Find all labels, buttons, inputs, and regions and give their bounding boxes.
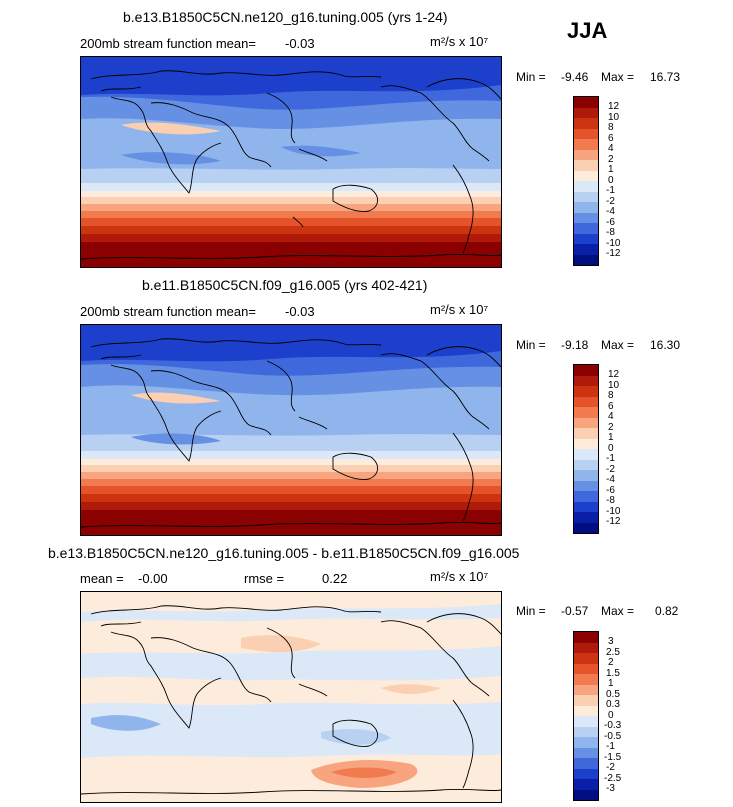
panel-1-colorbar-label: 4 — [608, 143, 614, 154]
panel-1-colorbar-label: 0 — [608, 175, 614, 186]
panel-2-colorbar-label: 12 — [608, 369, 620, 380]
panel-2-colorbar-label: 4 — [608, 411, 614, 422]
panel-2-units: m²/s x 10⁷ — [430, 302, 489, 317]
panel-2-max-label: Max = — [601, 338, 635, 352]
panel-1-colorbar-label: -4 — [606, 206, 615, 217]
panel-1-colorbar-label: -6 — [606, 217, 615, 228]
panel-3-colorbar-label: 1 — [608, 678, 614, 689]
panel-2-min-value: -9.18 — [561, 338, 589, 352]
panel-1-map — [80, 56, 502, 268]
panel-1-field-label: 200mb stream function mean= — [80, 36, 256, 51]
panel-1-colorbar-label: 10 — [608, 112, 620, 123]
panel-3-colorbar-label: -2.5 — [604, 773, 622, 784]
panel-2-colorbar-label: -8 — [606, 495, 615, 506]
panel-3-colorbar-label: 0.5 — [606, 689, 620, 700]
panel-3-colorbar-label: -3 — [606, 783, 615, 794]
panel-2-field-label: 200mb stream function mean= — [80, 304, 256, 319]
panel-3-mean-label: mean = — [80, 571, 124, 586]
panel-3-colorbar-label: 1.5 — [606, 668, 620, 679]
panel-3-colorbar-label: -2 — [606, 762, 615, 773]
panel-3-colorbar — [573, 631, 599, 801]
panel-3-rmse-value: 0.22 — [322, 571, 348, 586]
panel-1-min-label: Min = — [516, 70, 546, 84]
panel-1-colorbar-label: 1 — [608, 164, 614, 175]
panel-3-min-value: -0.57 — [561, 604, 589, 618]
panel-3-colorbar-label: -1.5 — [604, 752, 622, 763]
panel-2-colorbar-label: -4 — [606, 474, 615, 485]
panel-3-max-value: 0.82 — [655, 604, 679, 618]
panel-1-colorbar-label: -10 — [606, 238, 621, 249]
panel-2-colorbar-label: 1 — [608, 432, 614, 443]
panel-1-colorbar-label: 2 — [608, 154, 614, 165]
panel-2-mean-value: -0.03 — [285, 304, 315, 319]
panel-2-min-label: Min = — [516, 338, 546, 352]
panel-2-colorbar-label: 10 — [608, 380, 620, 391]
panel-3-max-label: Max = — [601, 604, 635, 618]
panel-3-colorbar-label: -1 — [606, 741, 615, 752]
panel-2-colorbar-label: 2 — [608, 422, 614, 433]
panel-2-max-value: 16.30 — [650, 338, 681, 352]
panel-1-colorbar-label: 12 — [608, 101, 620, 112]
panel-2-colorbar-label: 8 — [608, 390, 614, 401]
panel-2-map-canvas — [81, 325, 501, 535]
panel-3-colorbar-label: -0.3 — [604, 720, 622, 731]
panel-1-colorbar-label: 6 — [608, 133, 614, 144]
panel-1-map-canvas — [81, 57, 501, 267]
panel-1-colorbar-label: 8 — [608, 122, 614, 133]
panel-1-colorbar — [573, 96, 599, 266]
panel-3-colorbar-label: 2 — [608, 657, 614, 668]
panel-2-title: b.e11.B1850C5CN.f09_g16.005 (yrs 402-421… — [142, 277, 428, 293]
panel-3-colorbar-label: -0.5 — [604, 731, 622, 742]
panel-2-colorbar-label: -10 — [606, 506, 621, 517]
panel-1-max-label: Max = — [601, 70, 635, 84]
panel-2-map — [80, 324, 502, 536]
season-label: JJA — [567, 18, 608, 43]
panel-3-colorbar-label: 3 — [608, 636, 614, 647]
panel-3-colorbar-label: 0.3 — [606, 699, 620, 710]
panel-1-max-value: 16.73 — [650, 70, 681, 84]
panel-1-colorbar-label: -2 — [606, 196, 615, 207]
panel-3-map-canvas — [81, 592, 501, 802]
panel-1-colorbar-label: -12 — [606, 248, 621, 259]
panel-3-colorbar-label: 2.5 — [606, 647, 620, 658]
panel-3-map — [80, 591, 502, 803]
panel-2-colorbar-label: -2 — [606, 464, 615, 475]
panel-3-rmse-label: rmse = — [244, 571, 285, 586]
panel-1-units: m²/s x 10⁷ — [430, 34, 489, 49]
panel-3-title: b.e13.B1850C5CN.ne120_g16.tuning.005 - b… — [48, 545, 520, 561]
panel-2-colorbar-label: -6 — [606, 485, 615, 496]
panel-3-colorbar-label: 0 — [608, 710, 614, 721]
panel-2-colorbar — [573, 364, 599, 534]
panel-3-min-label: Min = — [516, 604, 546, 618]
panel-3-mean-value: -0.00 — [138, 571, 168, 586]
panel-1-colorbar-label: -8 — [606, 227, 615, 238]
panel-1-colorbar-label: -1 — [606, 185, 615, 196]
panel-1-min-value: -9.46 — [561, 70, 589, 84]
panel-2-colorbar-label: 0 — [608, 443, 614, 454]
panel-2-colorbar-label: -12 — [606, 516, 621, 527]
panel-2-colorbar-label: 6 — [608, 401, 614, 412]
panel-3-units: m²/s x 10⁷ — [430, 569, 489, 584]
panel-1-mean-value: -0.03 — [285, 36, 315, 51]
panel-2-colorbar-label: -1 — [606, 453, 615, 464]
panel-1-title: b.e13.B1850C5CN.ne120_g16.tuning.005 (yr… — [123, 9, 448, 25]
